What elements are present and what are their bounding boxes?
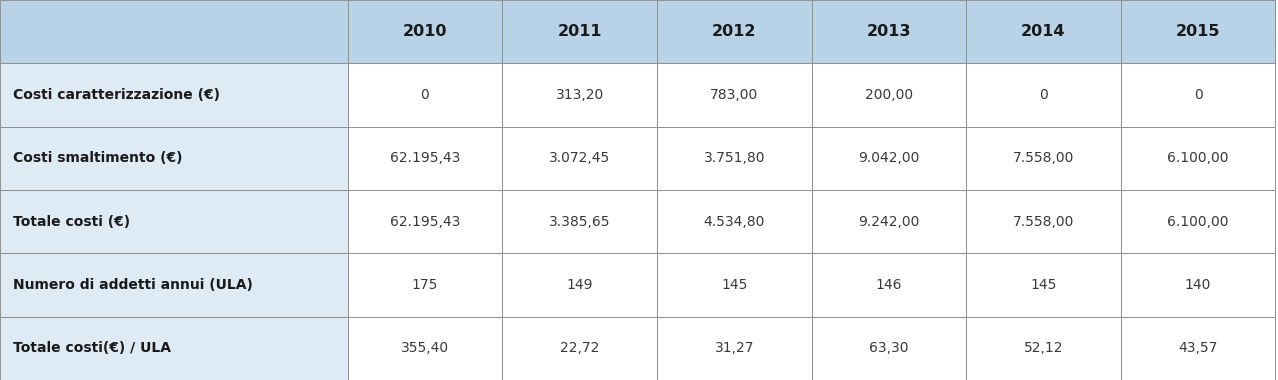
FancyBboxPatch shape bbox=[966, 253, 1121, 317]
FancyBboxPatch shape bbox=[0, 317, 348, 380]
FancyBboxPatch shape bbox=[657, 253, 812, 317]
FancyBboxPatch shape bbox=[502, 0, 657, 63]
FancyBboxPatch shape bbox=[966, 0, 1121, 63]
FancyBboxPatch shape bbox=[1121, 253, 1275, 317]
Text: Totale costi (€): Totale costi (€) bbox=[13, 215, 130, 229]
FancyBboxPatch shape bbox=[348, 63, 502, 127]
FancyBboxPatch shape bbox=[1121, 63, 1275, 127]
Text: Totale costi(€) / ULA: Totale costi(€) / ULA bbox=[13, 341, 171, 355]
Text: 6.100,00: 6.100,00 bbox=[1167, 151, 1229, 165]
Text: 31,27: 31,27 bbox=[714, 341, 754, 355]
Text: 140: 140 bbox=[1185, 278, 1212, 292]
Text: 3.072,45: 3.072,45 bbox=[550, 151, 610, 165]
Text: 43,57: 43,57 bbox=[1178, 341, 1218, 355]
Text: 6.100,00: 6.100,00 bbox=[1167, 215, 1229, 229]
FancyBboxPatch shape bbox=[1121, 127, 1275, 190]
Text: 3.751,80: 3.751,80 bbox=[703, 151, 766, 165]
FancyBboxPatch shape bbox=[812, 190, 966, 253]
Text: 200,00: 200,00 bbox=[865, 88, 912, 102]
FancyBboxPatch shape bbox=[812, 63, 966, 127]
Text: 7.558,00: 7.558,00 bbox=[1012, 215, 1075, 229]
Text: Costi caratterizzazione (€): Costi caratterizzazione (€) bbox=[13, 88, 220, 102]
Text: 62.195,43: 62.195,43 bbox=[390, 151, 460, 165]
Text: 2015: 2015 bbox=[1176, 24, 1220, 39]
FancyBboxPatch shape bbox=[657, 63, 812, 127]
Text: 2013: 2013 bbox=[866, 24, 911, 39]
Text: 175: 175 bbox=[412, 278, 438, 292]
Text: 2014: 2014 bbox=[1021, 24, 1066, 39]
FancyBboxPatch shape bbox=[1121, 190, 1275, 253]
Text: 7.558,00: 7.558,00 bbox=[1012, 151, 1075, 165]
FancyBboxPatch shape bbox=[348, 127, 502, 190]
Text: Numero di addetti annui (ULA): Numero di addetti annui (ULA) bbox=[13, 278, 253, 292]
FancyBboxPatch shape bbox=[348, 253, 502, 317]
Text: 146: 146 bbox=[875, 278, 902, 292]
Text: 783,00: 783,00 bbox=[711, 88, 758, 102]
FancyBboxPatch shape bbox=[812, 0, 966, 63]
FancyBboxPatch shape bbox=[502, 63, 657, 127]
FancyBboxPatch shape bbox=[502, 127, 657, 190]
Text: 22,72: 22,72 bbox=[560, 341, 599, 355]
FancyBboxPatch shape bbox=[502, 253, 657, 317]
FancyBboxPatch shape bbox=[0, 190, 348, 253]
Text: 9.242,00: 9.242,00 bbox=[858, 215, 920, 229]
Text: 313,20: 313,20 bbox=[556, 88, 603, 102]
FancyBboxPatch shape bbox=[1121, 0, 1275, 63]
Text: 145: 145 bbox=[721, 278, 748, 292]
Text: 2010: 2010 bbox=[403, 24, 447, 39]
FancyBboxPatch shape bbox=[0, 127, 348, 190]
Text: Costi smaltimento (€): Costi smaltimento (€) bbox=[13, 151, 183, 165]
Text: 149: 149 bbox=[566, 278, 593, 292]
FancyBboxPatch shape bbox=[966, 190, 1121, 253]
Text: 62.195,43: 62.195,43 bbox=[390, 215, 460, 229]
Text: 9.042,00: 9.042,00 bbox=[858, 151, 920, 165]
FancyBboxPatch shape bbox=[966, 317, 1121, 380]
FancyBboxPatch shape bbox=[348, 0, 502, 63]
Text: 355,40: 355,40 bbox=[401, 341, 449, 355]
FancyBboxPatch shape bbox=[966, 63, 1121, 127]
FancyBboxPatch shape bbox=[0, 253, 348, 317]
Text: 0: 0 bbox=[1194, 88, 1203, 102]
FancyBboxPatch shape bbox=[657, 190, 812, 253]
FancyBboxPatch shape bbox=[812, 127, 966, 190]
Text: 0: 0 bbox=[420, 88, 429, 102]
FancyBboxPatch shape bbox=[966, 127, 1121, 190]
Text: 4.534,80: 4.534,80 bbox=[703, 215, 766, 229]
Text: 3.385,65: 3.385,65 bbox=[548, 215, 611, 229]
FancyBboxPatch shape bbox=[502, 190, 657, 253]
Text: 52,12: 52,12 bbox=[1024, 341, 1063, 355]
Text: 0: 0 bbox=[1039, 88, 1048, 102]
FancyBboxPatch shape bbox=[502, 317, 657, 380]
Text: 145: 145 bbox=[1030, 278, 1057, 292]
Text: 2011: 2011 bbox=[557, 24, 602, 39]
FancyBboxPatch shape bbox=[812, 317, 966, 380]
FancyBboxPatch shape bbox=[812, 253, 966, 317]
FancyBboxPatch shape bbox=[348, 190, 502, 253]
FancyBboxPatch shape bbox=[1121, 317, 1275, 380]
FancyBboxPatch shape bbox=[0, 0, 348, 63]
Text: 63,30: 63,30 bbox=[869, 341, 909, 355]
FancyBboxPatch shape bbox=[657, 317, 812, 380]
FancyBboxPatch shape bbox=[657, 0, 812, 63]
FancyBboxPatch shape bbox=[0, 63, 348, 127]
FancyBboxPatch shape bbox=[657, 127, 812, 190]
Text: 2012: 2012 bbox=[712, 24, 757, 39]
FancyBboxPatch shape bbox=[348, 317, 502, 380]
